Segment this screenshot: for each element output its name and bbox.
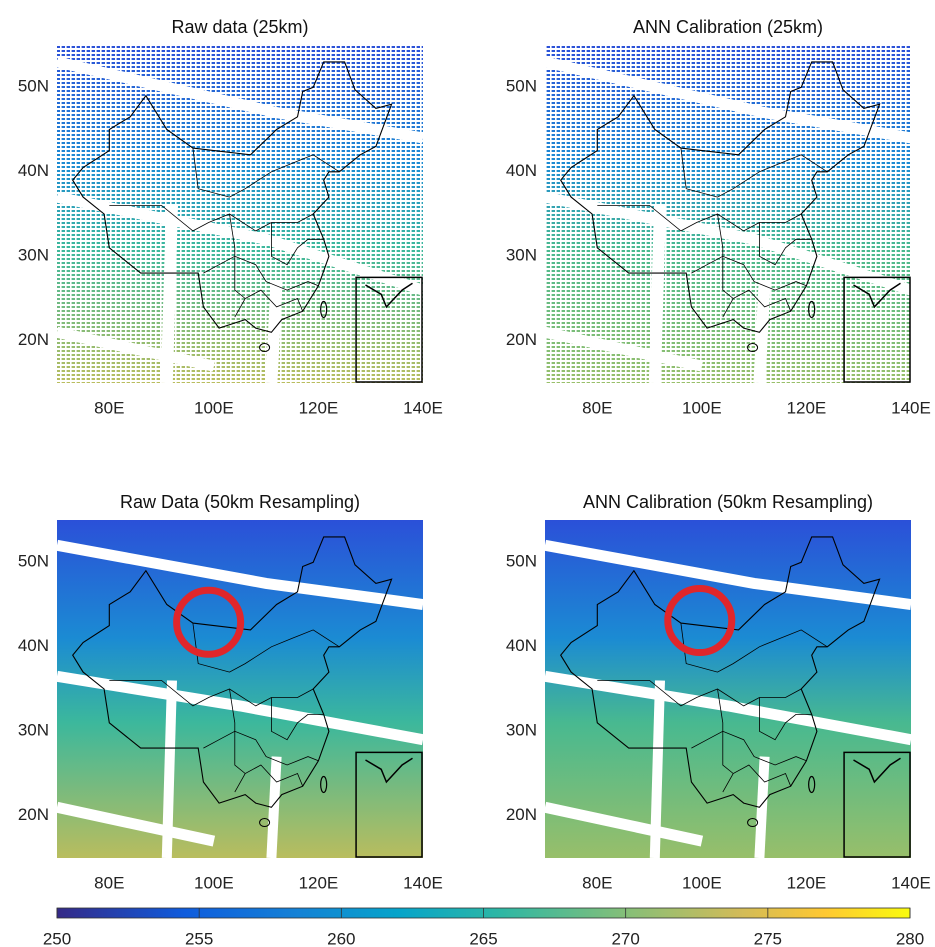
x-tick-label: 140E: [891, 873, 931, 892]
x-tick-label: 80E: [582, 398, 612, 417]
panel-title: ANN Calibration (50km Resampling): [583, 492, 873, 512]
map-panel: ANN Calibration (50km Resampling) 80E 100E…: [506, 492, 931, 893]
x-tick-label: 140E: [891, 398, 931, 417]
swath-gap: [167, 206, 172, 384]
x-tick-label: 140E: [403, 873, 443, 892]
y-tick-label: 30N: [506, 246, 537, 265]
y-tick-label: 50N: [506, 77, 537, 96]
y-tick-label: 30N: [18, 246, 49, 265]
swath-gap: [759, 757, 764, 858]
x-tick-label: 80E: [582, 873, 612, 892]
colorbar-tick-label: 265: [469, 929, 497, 947]
colorbar-tick-label: 270: [611, 929, 639, 947]
x-tick-label: 120E: [299, 398, 339, 417]
figure: Raw data (25km) 80E 100E 120E 140E 20N 30N 40N 5…: [0, 0, 935, 947]
map-panel: Raw data (25km) 80E 100E 120E 140E 20N 30N 40N 5…: [18, 17, 443, 418]
y-tick-label: 30N: [506, 721, 537, 740]
swath-gap: [655, 681, 660, 859]
x-tick-label: 100E: [194, 398, 234, 417]
y-tick-label: 30N: [18, 721, 49, 740]
y-tick-label: 20N: [506, 330, 537, 349]
colorbar-tick-label: 280: [896, 929, 924, 947]
sampling-texture: [545, 45, 911, 383]
y-tick-label: 40N: [18, 636, 49, 655]
swath-gap: [167, 681, 172, 859]
swath-gap: [759, 282, 764, 383]
colorbar-tick-label: 250: [43, 929, 71, 947]
map-panel: ANN Calibration (25km) 80E 100E 120E 140E 20N…: [506, 17, 931, 418]
x-tick-label: 140E: [403, 398, 443, 417]
x-tick-label: 120E: [787, 398, 827, 417]
sampling-texture: [57, 45, 423, 383]
map-area: [57, 520, 423, 858]
colorbar-tick-label: 255: [185, 929, 213, 947]
x-tick-label: 100E: [194, 873, 234, 892]
map-area: [545, 45, 911, 383]
swath-gap: [655, 206, 660, 384]
x-tick-label: 80E: [94, 398, 124, 417]
swath-gap: [271, 282, 276, 383]
colorbar-tick-label: 275: [754, 929, 782, 947]
y-tick-label: 50N: [18, 77, 49, 96]
x-tick-label: 120E: [299, 873, 339, 892]
y-tick-label: 40N: [506, 636, 537, 655]
panel-title: ANN Calibration (25km): [633, 17, 823, 37]
y-tick-label: 20N: [18, 805, 49, 824]
x-tick-label: 80E: [94, 873, 124, 892]
panel-title: Raw Data (50km Resampling): [120, 492, 360, 512]
x-tick-label: 100E: [682, 398, 722, 417]
y-tick-label: 20N: [18, 330, 49, 349]
y-tick-label: 50N: [18, 552, 49, 571]
map-area: [545, 520, 911, 858]
panel-title: Raw data (25km): [171, 17, 308, 37]
x-tick-label: 120E: [787, 873, 827, 892]
x-tick-label: 100E: [682, 873, 722, 892]
map-panel: Raw Data (50km Resampling) 80E 100E 120E 140…: [18, 492, 443, 893]
map-area: [57, 45, 423, 383]
colorbar-tick-label: 260: [327, 929, 355, 947]
y-tick-label: 20N: [506, 805, 537, 824]
y-tick-label: 40N: [506, 161, 537, 180]
swath-gap: [271, 757, 276, 858]
y-tick-label: 50N: [506, 552, 537, 571]
y-tick-label: 40N: [18, 161, 49, 180]
